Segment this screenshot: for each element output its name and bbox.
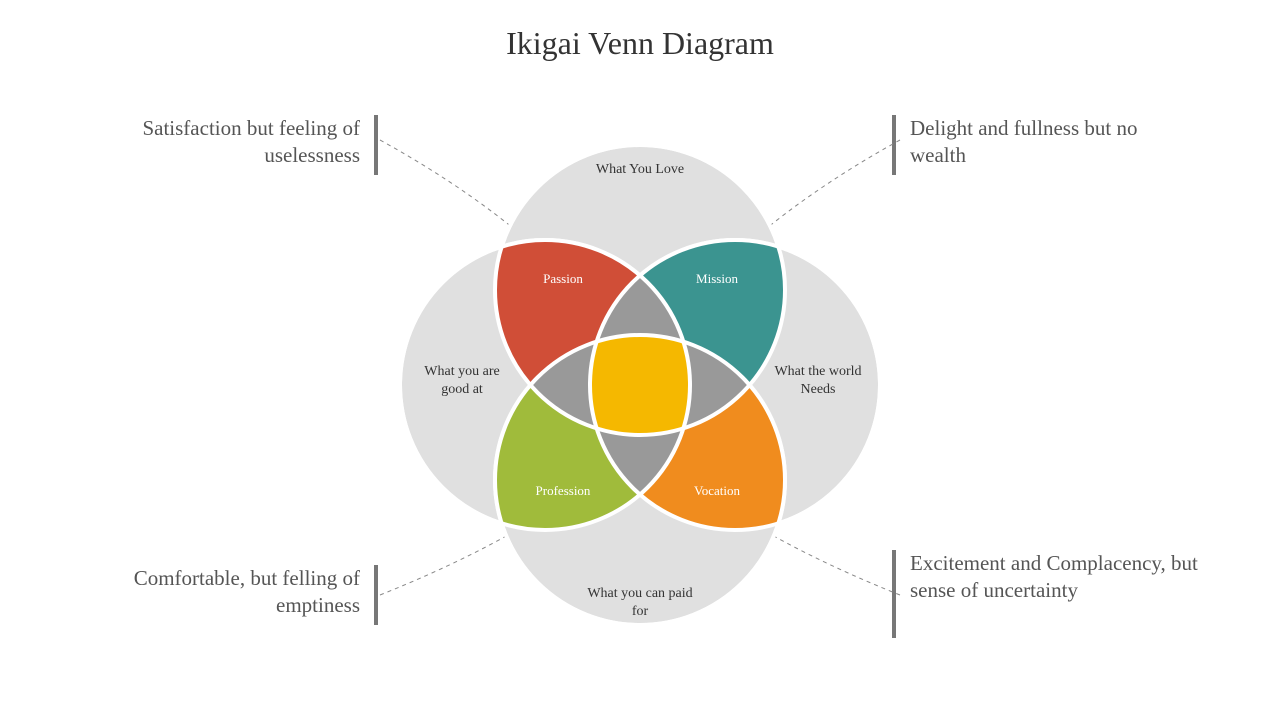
annotation-text: Satisfaction but feeling of uselessness — [142, 116, 360, 167]
page-title: Ikigai Venn Diagram — [0, 25, 1280, 62]
label-needs-1: What the world — [774, 364, 861, 379]
label-good-1: What you are — [424, 364, 499, 379]
label-paid-1: What you can paid — [587, 586, 692, 601]
label-needs-2: Needs — [801, 382, 836, 397]
annotation-text: Excitement and Complacency, but sense of… — [910, 551, 1198, 602]
label-profession: Profession — [536, 483, 591, 498]
venn-diagram: What You Love What you are good at What … — [350, 95, 930, 675]
annotation-top-right: Delight and fullness but no wealth — [910, 115, 1190, 170]
annotation-text: Comfortable, but felling of emptiness — [134, 566, 360, 617]
diagram-area: Satisfaction but feeling of uselessness … — [0, 95, 1280, 715]
annotation-bottom-right: Excitement and Complacency, but sense of… — [910, 550, 1200, 605]
label-good-2: good at — [441, 382, 483, 397]
annotation-top-left: Satisfaction but feeling of uselessness — [90, 115, 360, 170]
label-paid-2: for — [632, 604, 649, 619]
label-passion: Passion — [543, 271, 583, 286]
annotation-text: Delight and fullness but no wealth — [910, 116, 1137, 167]
label-vocation: Vocation — [694, 483, 740, 498]
label-mission: Mission — [696, 271, 738, 286]
label-love: What You Love — [596, 162, 684, 177]
annotation-bottom-left: Comfortable, but felling of emptiness — [70, 565, 360, 620]
